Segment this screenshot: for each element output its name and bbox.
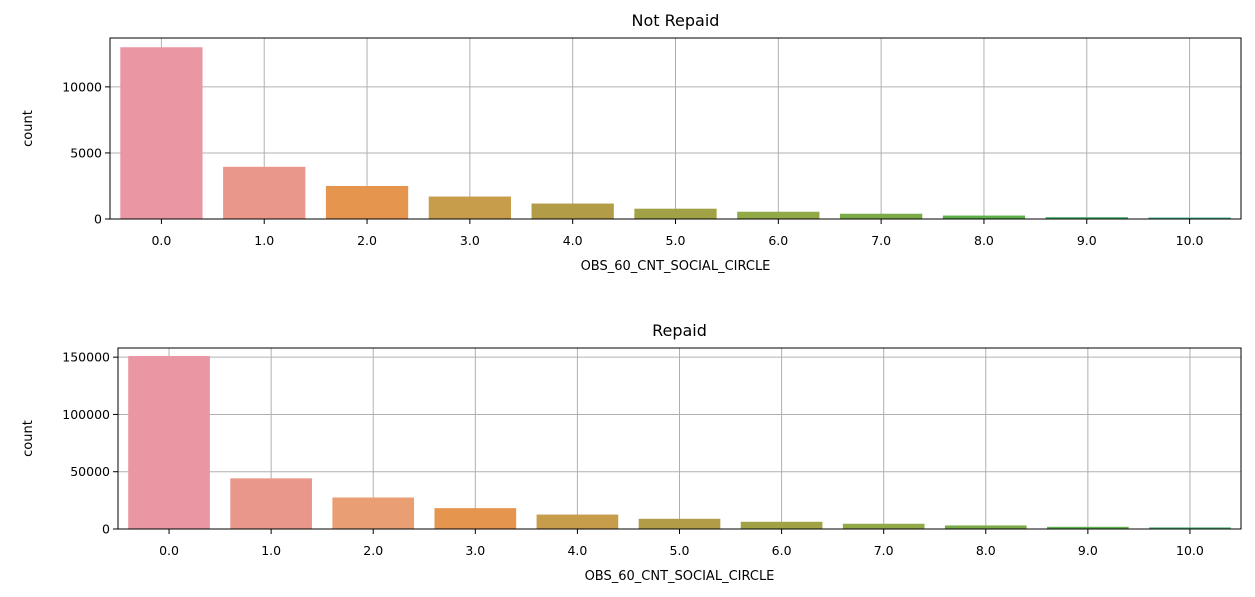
x-tick-label: 7.0 bbox=[874, 543, 894, 558]
bar-6.0 bbox=[740, 521, 823, 529]
bar-3.0 bbox=[434, 508, 517, 529]
x-tick-label: 8.0 bbox=[976, 543, 996, 558]
x-tick-label: 3.0 bbox=[460, 233, 480, 248]
y-axis-label: count bbox=[21, 110, 36, 147]
x-tick-label: 6.0 bbox=[768, 233, 788, 248]
x-tick-label: 4.0 bbox=[563, 233, 583, 248]
x-axis-label: OBS_60_CNT_SOCIAL_CIRCLE bbox=[585, 569, 775, 584]
bar-0.0 bbox=[120, 47, 203, 220]
bar-0.0 bbox=[128, 356, 210, 529]
bar-2.0 bbox=[332, 497, 415, 529]
chart-title: Not Repaid bbox=[632, 11, 720, 30]
bar-2.0 bbox=[325, 185, 409, 219]
y-tick-label: 10000 bbox=[62, 79, 102, 94]
bar-10.0 bbox=[1148, 217, 1231, 219]
x-tick-label: 1.0 bbox=[254, 233, 274, 248]
x-tick-label: 9.0 bbox=[1077, 233, 1097, 248]
bar-7.0 bbox=[842, 523, 925, 529]
bar-5.0 bbox=[638, 518, 721, 529]
bar-6.0 bbox=[737, 211, 820, 219]
chart-panel-1: 0.0 1.0 2.0 3.0 4.0 5.0 6.0 7.0 8.0 9.0 10.0 0 5000 1… bbox=[21, 11, 1242, 274]
bar-8.0 bbox=[942, 215, 1026, 219]
x-tick-label: 5.0 bbox=[666, 233, 686, 248]
y-tick-label: 5000 bbox=[70, 145, 102, 160]
bar-4.0 bbox=[536, 514, 619, 529]
bar-1.0 bbox=[223, 166, 306, 219]
x-tick-label: 5.0 bbox=[670, 543, 690, 558]
x-tick-label: 8.0 bbox=[974, 233, 994, 248]
bar-9.0 bbox=[1047, 526, 1129, 529]
y-tick-label: 150000 bbox=[62, 350, 110, 365]
bar-1.0 bbox=[230, 478, 312, 529]
bar-7.0 bbox=[840, 213, 923, 219]
bar-8.0 bbox=[944, 525, 1027, 529]
x-tick-label: 2.0 bbox=[357, 233, 377, 248]
bar-4.0 bbox=[531, 203, 614, 219]
y-tick-label: 100000 bbox=[62, 407, 110, 422]
x-tick-label: 0.0 bbox=[151, 233, 171, 248]
bar-3.0 bbox=[428, 196, 511, 219]
bar-5.0 bbox=[634, 208, 717, 219]
chart-panel-2: 0.0 1.0 2.0 3.0 4.0 5.0 6.0 7.0 8.0 9.0 10.0 0 50000… bbox=[21, 321, 1242, 584]
x-tick-label: 10.0 bbox=[1176, 233, 1204, 248]
bar-10.0 bbox=[1149, 527, 1231, 529]
x-tick-label: 3.0 bbox=[465, 543, 485, 558]
x-tick-label: 0.0 bbox=[159, 543, 179, 558]
x-tick-label: 10.0 bbox=[1176, 543, 1204, 558]
bar-9.0 bbox=[1045, 217, 1128, 219]
x-tick-label: 2.0 bbox=[363, 543, 383, 558]
x-tick-label: 9.0 bbox=[1078, 543, 1098, 558]
x-axis-label: OBS_60_CNT_SOCIAL_CIRCLE bbox=[581, 259, 771, 274]
x-tick-label: 4.0 bbox=[567, 543, 587, 558]
y-axis-label: count bbox=[21, 420, 36, 457]
x-tick-label: 1.0 bbox=[261, 543, 281, 558]
y-tick-label: 50000 bbox=[70, 464, 110, 479]
x-tick-label: 7.0 bbox=[871, 233, 891, 248]
chart-title: Repaid bbox=[652, 321, 707, 340]
x-tick-label: 6.0 bbox=[772, 543, 792, 558]
y-tick-label: 0 bbox=[102, 522, 110, 537]
y-tick-label: 0 bbox=[94, 212, 102, 227]
